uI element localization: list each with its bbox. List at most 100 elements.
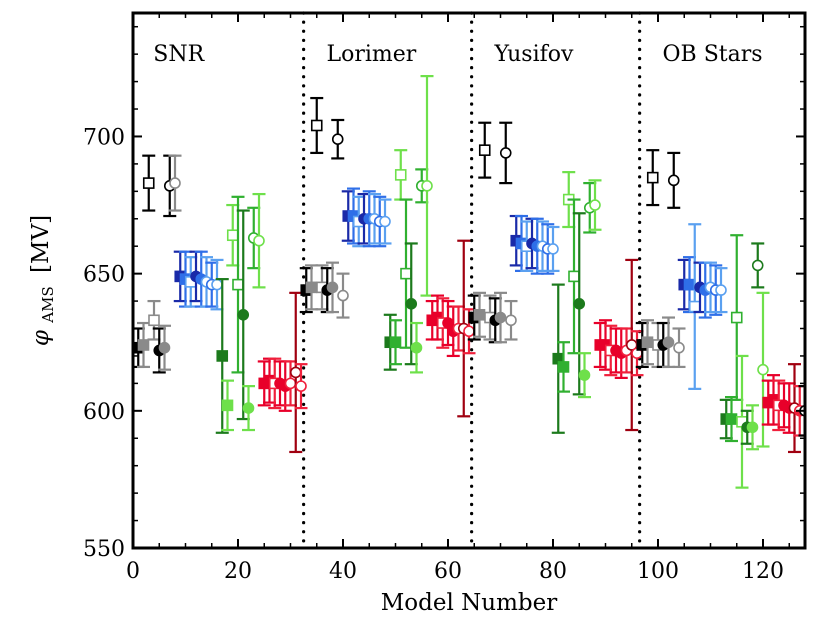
- data-point: [478, 121, 492, 179]
- data-point: [326, 261, 339, 314]
- circle-marker: [573, 298, 586, 310]
- data-point: [746, 404, 759, 451]
- square-marker: [148, 314, 160, 327]
- data-point: [578, 352, 591, 399]
- data-point: [714, 267, 728, 314]
- axis-ticks: 0 20 40 60 80 100 120 550 600 650 700: [83, 13, 805, 584]
- circle-marker: [499, 147, 512, 159]
- data-point: [588, 179, 602, 231]
- data-point: [331, 118, 345, 160]
- x-tick-label: 80: [539, 559, 567, 584]
- data-point: [499, 121, 513, 185]
- square-marker: [226, 229, 239, 242]
- circle-marker: [237, 308, 250, 321]
- square-marker: [394, 169, 407, 181]
- x-tick-label: 20: [224, 559, 252, 584]
- region-label: Lorimer: [327, 42, 417, 67]
- circle-marker: [379, 215, 391, 228]
- square-marker: [557, 361, 570, 373]
- square-marker: [216, 350, 229, 362]
- data-point: [168, 154, 182, 212]
- data-point: [242, 385, 255, 432]
- data-point: [667, 151, 681, 209]
- data-point: [504, 299, 518, 341]
- square-marker: [683, 278, 696, 291]
- x-tick-label: 100: [637, 559, 679, 584]
- plot-frame: [131, 11, 807, 550]
- square-marker: [730, 311, 743, 324]
- data-point: [394, 149, 408, 201]
- data-point: [641, 319, 654, 366]
- y-axis-subscript: AMS: [39, 286, 57, 323]
- circle-marker: [494, 311, 507, 324]
- data-point: [625, 258, 639, 432]
- data-point: [662, 316, 675, 369]
- data-point: [158, 324, 171, 371]
- data-point: [294, 363, 308, 410]
- square-marker: [389, 336, 402, 349]
- circle-marker: [169, 177, 181, 189]
- circle-marker: [662, 336, 675, 349]
- region-label: SNR: [153, 42, 205, 67]
- circle-marker: [751, 259, 764, 272]
- data-point: [494, 291, 507, 344]
- circle-marker: [405, 298, 418, 310]
- square-marker: [641, 336, 654, 349]
- x-tick-label: 60: [434, 559, 462, 584]
- circle-marker: [337, 289, 349, 302]
- square-marker: [473, 308, 486, 321]
- region-labels: SNR Lorimer Yusifov OB Stars: [153, 42, 762, 67]
- data-point: [310, 96, 324, 155]
- circle-marker: [326, 281, 339, 294]
- data-point: [441, 299, 455, 347]
- data-point: [142, 154, 156, 212]
- data-point: [551, 283, 565, 434]
- square-marker: [221, 399, 234, 412]
- data-point: [163, 154, 177, 218]
- data-point: [751, 242, 765, 289]
- data-point: [236, 209, 250, 421]
- data-point: [289, 291, 303, 454]
- circle-marker: [667, 174, 680, 187]
- circle-marker: [421, 180, 433, 192]
- region-label: Yusifov: [494, 42, 574, 67]
- data-points: [133, 75, 805, 489]
- data-point: [546, 225, 560, 272]
- circle-marker: [284, 377, 297, 390]
- circle-marker: [158, 341, 171, 354]
- square-marker: [310, 119, 323, 132]
- y-axis-unit: [MV]: [28, 215, 54, 273]
- y-tick-label: 600: [83, 400, 125, 425]
- data-point: [473, 291, 486, 338]
- circle-marker: [505, 314, 517, 327]
- y-tick-label: 650: [83, 263, 125, 288]
- circle-marker: [289, 366, 302, 379]
- data-point: [756, 291, 770, 448]
- y-axis-symbol: φ: [28, 329, 54, 346]
- square-marker: [400, 267, 412, 280]
- data-point: [378, 198, 392, 245]
- data-point: [672, 327, 686, 369]
- square-marker: [478, 144, 491, 156]
- square-marker: [568, 270, 580, 283]
- circle-marker: [673, 341, 685, 354]
- x-tick-label: 0: [126, 559, 140, 584]
- data-point: [252, 192, 266, 289]
- circle-marker: [589, 199, 601, 211]
- data-point: [420, 75, 434, 297]
- circle-marker: [410, 341, 423, 354]
- y-tick-label: 550: [83, 537, 125, 562]
- square-marker: [688, 300, 701, 313]
- circle-marker: [331, 133, 344, 146]
- circle-marker: [211, 278, 223, 291]
- square-marker: [232, 278, 244, 291]
- circle-marker: [715, 284, 727, 296]
- data-point: [336, 272, 350, 319]
- circle-marker: [757, 363, 769, 376]
- region-label: OB Stars: [663, 42, 763, 67]
- square-marker: [646, 171, 659, 184]
- data-point: [410, 321, 423, 374]
- data-point: [389, 319, 402, 366]
- circle-marker: [242, 402, 255, 414]
- circle-marker: [253, 234, 265, 247]
